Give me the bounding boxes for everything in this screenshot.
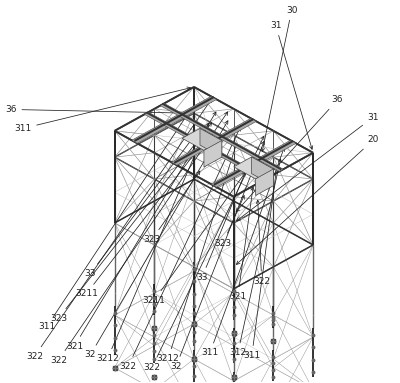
Polygon shape [182, 128, 222, 151]
Text: 311: 311 [14, 87, 190, 133]
Text: 322: 322 [253, 200, 270, 286]
Polygon shape [200, 128, 222, 157]
Text: 322: 322 [144, 136, 264, 372]
Text: 32: 32 [170, 141, 264, 371]
Text: 322: 322 [50, 112, 228, 365]
Polygon shape [144, 112, 268, 180]
Polygon shape [234, 157, 274, 179]
Text: 311: 311 [243, 166, 278, 360]
Polygon shape [252, 157, 274, 186]
Text: 32: 32 [85, 121, 228, 359]
Text: 312: 312 [229, 159, 282, 357]
Text: 31: 31 [237, 113, 379, 221]
Text: 323: 323 [214, 196, 244, 247]
Text: 323: 323 [144, 171, 200, 244]
Text: 322: 322 [26, 99, 212, 361]
Text: 31: 31 [270, 21, 313, 149]
Polygon shape [211, 140, 296, 187]
Text: 20: 20 [236, 136, 379, 264]
Polygon shape [204, 141, 222, 167]
Polygon shape [256, 169, 274, 196]
Text: 322: 322 [120, 128, 240, 371]
Text: 323: 323 [50, 123, 212, 323]
Text: 311: 311 [38, 108, 192, 331]
Text: 311: 311 [201, 148, 284, 357]
Text: 33: 33 [85, 131, 198, 278]
Text: 321: 321 [229, 187, 254, 301]
Text: 3212: 3212 [96, 123, 209, 363]
Text: 36: 36 [236, 95, 343, 211]
Text: 321: 321 [66, 112, 216, 350]
Polygon shape [171, 118, 256, 165]
Polygon shape [132, 97, 217, 143]
Text: 33: 33 [196, 160, 250, 282]
Text: 3212: 3212 [157, 144, 237, 363]
Polygon shape [160, 103, 283, 172]
Text: 36: 36 [5, 105, 190, 115]
Text: 3211: 3211 [143, 172, 246, 305]
Text: 30: 30 [261, 6, 298, 151]
Text: 3211: 3211 [75, 147, 200, 298]
